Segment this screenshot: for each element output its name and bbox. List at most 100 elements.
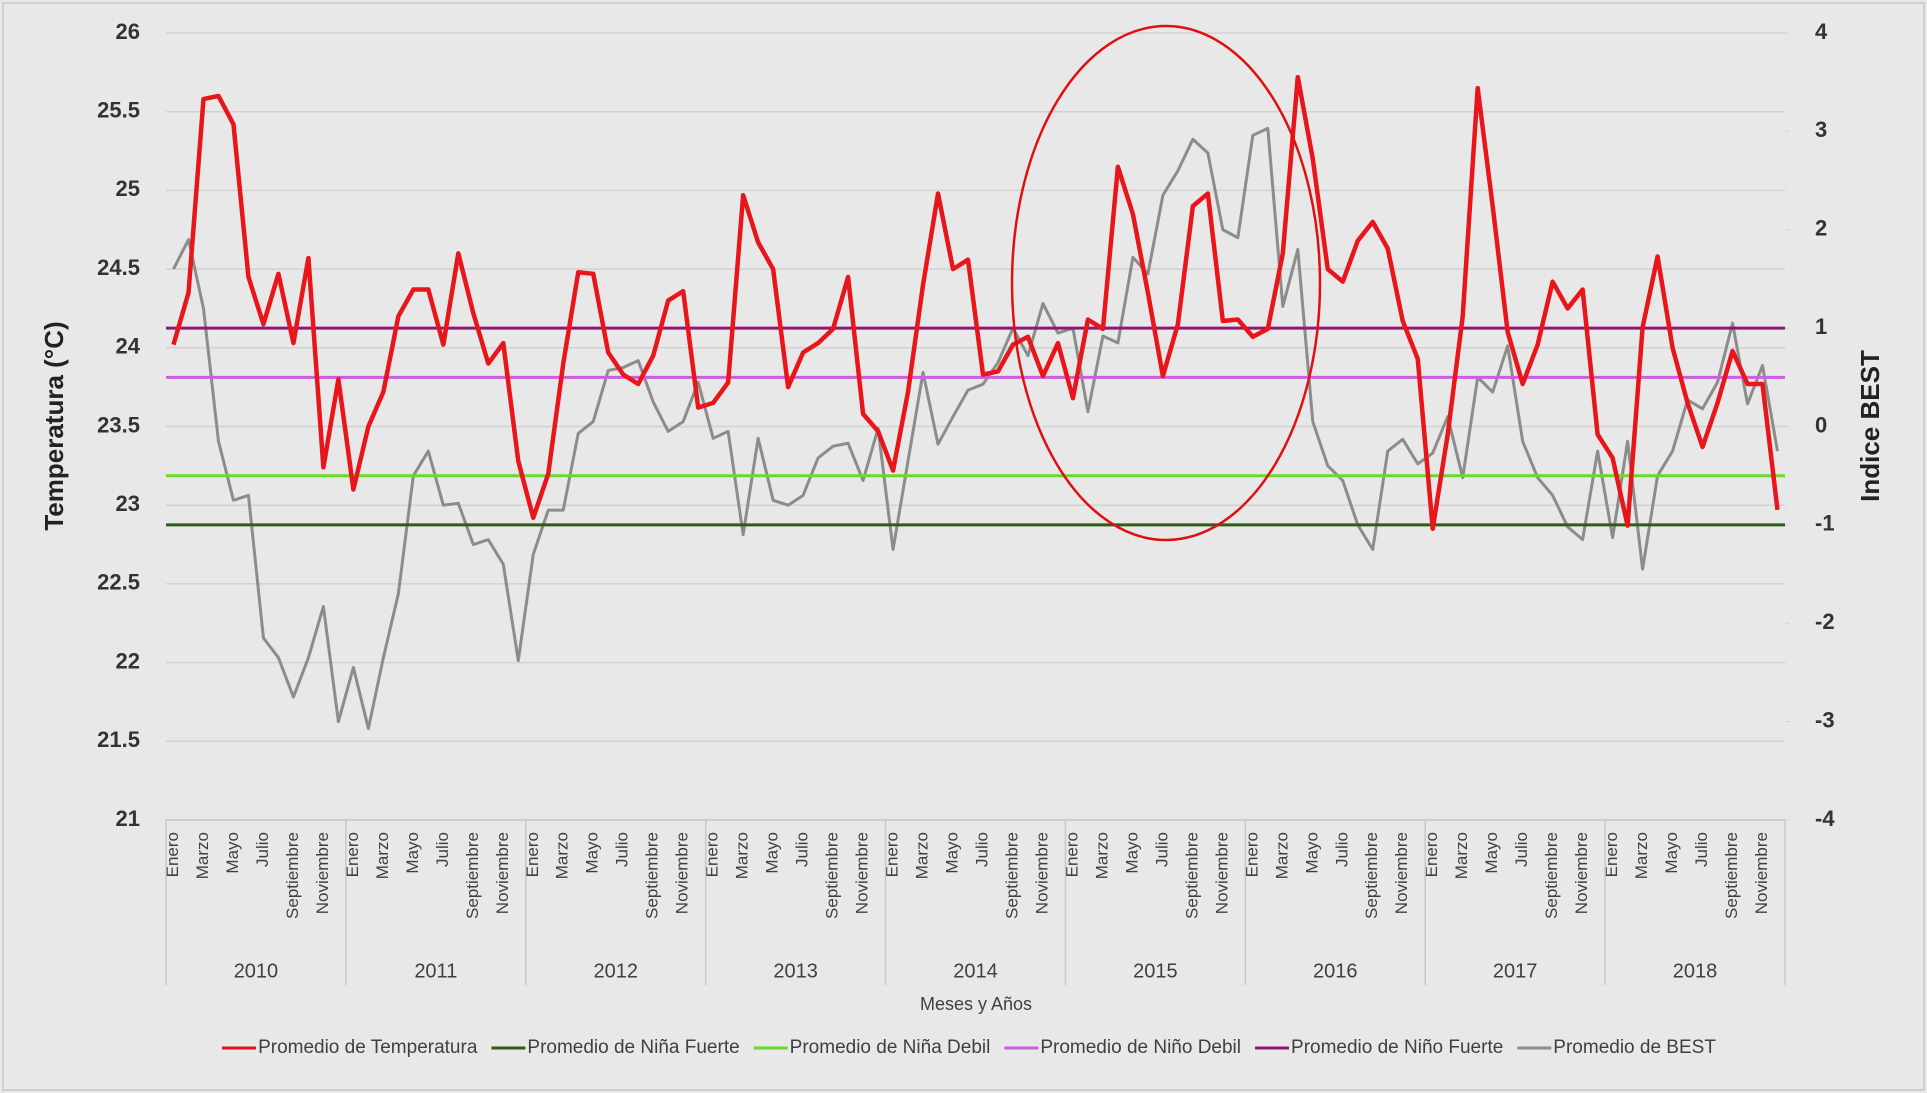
x-tick-label: Marzo — [373, 832, 392, 879]
y2-tick-label: 0 — [1815, 412, 1827, 437]
x-tick-label: Enero — [1602, 832, 1621, 877]
x-tick-label: Julio — [972, 832, 991, 867]
x-tick-label: Mayo — [223, 832, 242, 874]
x-tick-label: Marzo — [913, 832, 932, 879]
series-line — [172, 126, 1779, 731]
legend-label: Promedio de Niño Debil — [1040, 1037, 1241, 1058]
x-tick-label: Septiembre — [1722, 832, 1741, 919]
x-tick-label: Mayo — [1662, 832, 1681, 874]
x-tick-label: Septiembre — [1182, 832, 1201, 919]
y2-tick-label: -3 — [1815, 707, 1835, 732]
x-group-label: 2017 — [1493, 960, 1538, 982]
y-tick-label: 21 — [116, 806, 140, 831]
legend-item: Promedio de Temperatura — [222, 1037, 478, 1058]
x-tick-label: Marzo — [733, 832, 752, 879]
x-group-label: 2018 — [1673, 960, 1718, 982]
x-tick-label: Enero — [883, 832, 902, 877]
x-tick-label: Julio — [1512, 832, 1531, 867]
x-tick-label: Enero — [343, 832, 362, 877]
legend-label: Promedio de BEST — [1553, 1037, 1716, 1058]
x-tick-label: Enero — [523, 832, 542, 877]
x-tick-label: Julio — [1692, 832, 1711, 867]
legend-label: Promedio de Niña Fuerte — [527, 1037, 739, 1058]
series-line — [171, 74, 1780, 532]
y-tick-label: 24.5 — [97, 255, 140, 280]
y-tick-label: 21.5 — [97, 727, 140, 752]
y2-tick-label: -4 — [1815, 806, 1835, 831]
y2-axis-title: Indice BEST — [1855, 350, 1885, 502]
x-tick-label: Noviembre — [1392, 832, 1411, 914]
x-group-label: 2013 — [773, 960, 818, 982]
legend-label: Promedio de Niña Debil — [790, 1037, 991, 1058]
y-tick-label: 24 — [116, 334, 141, 359]
x-tick-label: Marzo — [1632, 832, 1651, 879]
x-tick-label: Enero — [703, 832, 722, 877]
legend-item: Promedio de Niño Fuerte — [1255, 1037, 1503, 1058]
x-group-label: 2012 — [593, 960, 638, 982]
y-tick-label: 25.5 — [97, 98, 140, 123]
x-tick-label: Mayo — [763, 832, 782, 874]
x-tick-label: Mayo — [1122, 832, 1141, 874]
x-tick-label: Marzo — [553, 832, 572, 879]
legend-label: Promedio de Niño Fuerte — [1291, 1037, 1503, 1058]
x-tick-label: Septiembre — [643, 832, 662, 919]
x-axis-title: Meses y Años — [920, 994, 1032, 1014]
x-tick-label: Noviembre — [1212, 832, 1231, 914]
legend-item: Promedio de Niña Debil — [753, 1037, 991, 1058]
x-tick-label: Julio — [253, 832, 272, 867]
x-tick-label: Mayo — [942, 832, 961, 874]
x-tick-label: Enero — [1242, 832, 1261, 877]
y-tick-label: 23.5 — [97, 412, 140, 437]
x-tick-label: Noviembre — [853, 832, 872, 914]
legend-item: Promedio de BEST — [1517, 1037, 1716, 1058]
x-tick-label: Septiembre — [1002, 832, 1021, 919]
x-tick-label: Marzo — [1452, 832, 1471, 879]
legend: Promedio de Temperatura Promedio de Niña … — [222, 1037, 1716, 1058]
x-tick-label: Mayo — [583, 832, 602, 874]
x-tick-label: Septiembre — [463, 832, 482, 919]
x-tick-label: Noviembre — [313, 832, 332, 914]
grid: 2121.52222.52323.52424.52525.526-4-3-2-1… — [97, 19, 1835, 985]
x-group-label: 2015 — [1133, 960, 1178, 982]
x-tick-label: Mayo — [1482, 832, 1501, 874]
y-tick-label: 22 — [116, 648, 140, 673]
legend-item: Promedio de Niña Fuerte — [491, 1037, 740, 1058]
highlight-ellipse — [1010, 24, 1322, 542]
x-group-label: 2010 — [234, 960, 279, 982]
x-tick-label: Enero — [1422, 832, 1441, 877]
y2-tick-label: 2 — [1815, 216, 1827, 241]
x-tick-label: Septiembre — [823, 832, 842, 919]
x-tick-label: Julio — [433, 832, 452, 867]
x-tick-label: Noviembre — [1572, 832, 1591, 914]
y2-tick-label: 4 — [1815, 19, 1828, 44]
x-group-label: 2011 — [414, 960, 457, 982]
x-tick-label: Julio — [1152, 832, 1171, 867]
x-tick-label: Marzo — [1092, 832, 1111, 879]
y-axis-title: Temperatura (°C) — [39, 321, 69, 530]
x-tick-label: Noviembre — [1752, 832, 1771, 914]
x-tick-label: Enero — [163, 832, 182, 877]
x-tick-label: Marzo — [193, 832, 212, 879]
y2-tick-label: 3 — [1815, 117, 1827, 142]
y2-tick-label: 1 — [1815, 314, 1827, 339]
x-tick-label: Mayo — [1302, 832, 1321, 874]
x-tick-label: Septiembre — [283, 832, 302, 919]
x-tick-label: Mayo — [403, 832, 422, 874]
x-tick-label: Julio — [1332, 832, 1351, 867]
legend-label: Promedio de Temperatura — [258, 1037, 478, 1058]
y2-tick-label: -1 — [1815, 511, 1835, 536]
y-tick-label: 23 — [116, 491, 140, 516]
x-tick-label: Noviembre — [1032, 832, 1051, 914]
x-tick-label: Julio — [793, 832, 812, 867]
y-tick-label: 22.5 — [97, 570, 140, 595]
x-tick-label: Septiembre — [1362, 832, 1381, 919]
plot-area — [166, 74, 1785, 731]
y2-tick-label: -2 — [1815, 609, 1835, 634]
x-tick-label: Noviembre — [493, 832, 512, 914]
y-tick-label: 25 — [116, 176, 140, 201]
x-tick-label: Septiembre — [1542, 832, 1561, 919]
x-group-label: 2016 — [1313, 960, 1358, 982]
y-tick-label: 26 — [116, 19, 140, 44]
